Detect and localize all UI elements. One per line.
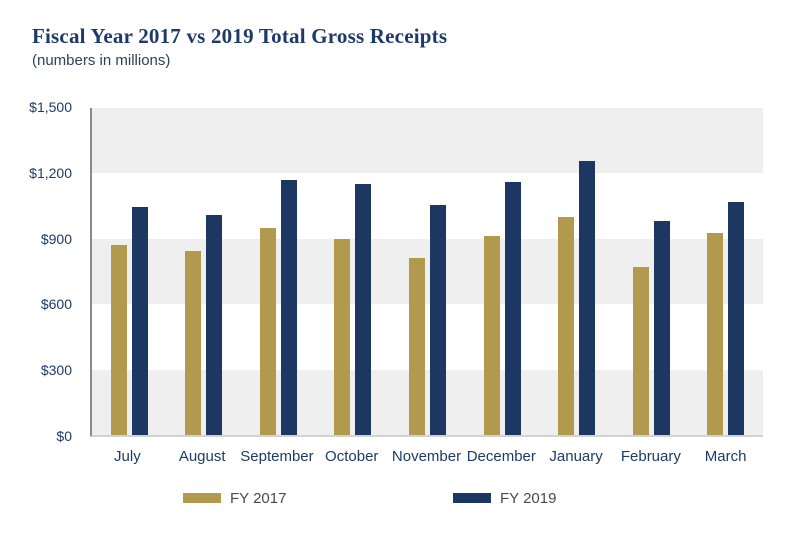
legend-item-fy2019: FY 2019 [453, 489, 556, 507]
plot-area [90, 108, 763, 437]
y-axis-tick-label: $900 [40, 230, 72, 247]
legend-label-fy2017: FY 2017 [230, 489, 287, 507]
x-axis-labels: July August September October November Decemb… [90, 448, 763, 465]
y-axis-tick-label: $0 [56, 428, 72, 444]
x-axis-tick-label-december: December [466, 448, 536, 465]
grid-band [92, 369, 763, 435]
legend-item-fy2017: FY 2017 [183, 489, 286, 507]
bar-group-february [614, 108, 689, 435]
x-axis-tick-label-february: February [620, 448, 681, 465]
bar-fy2019-october [355, 184, 372, 435]
bar-group-august [167, 108, 242, 435]
grid-band [92, 108, 763, 174]
bar-group-october [316, 108, 391, 435]
bar-fy2017-november [409, 258, 426, 435]
y-axis-tick-label: $300 [40, 362, 72, 379]
bar-group-january [539, 108, 614, 435]
bar-fy2019-december [504, 182, 521, 435]
bar-group-september [241, 108, 316, 435]
bar-fy2019-november [430, 205, 447, 435]
x-axis-tick-label-july: July [114, 448, 141, 465]
chart-title: Fiscal Year 2017 vs 2019 Total Gross Rec… [32, 24, 448, 48]
y-axis-tick-label: $1,500 [29, 99, 72, 115]
y-axis-tick-label: $1,200 [29, 164, 72, 181]
chart-subtitle: (numbers in millions) [32, 52, 171, 69]
bar-fy2017-september [259, 227, 276, 435]
bars-row [92, 108, 763, 435]
bar-fy2019-february [653, 221, 670, 435]
x-axis-tick-label-january: January [549, 448, 603, 465]
bar-fy2017-august [185, 250, 202, 435]
bar-fy2019-august [206, 214, 223, 435]
bar-fy2019-january [579, 161, 596, 435]
bar-fy2019-march [728, 201, 745, 435]
y-axis-labels: $0 $300 $600 $900 $1,200 $1,500 [0, 99, 80, 444]
bar-fy2017-october [334, 238, 351, 435]
bar-fy2017-january [558, 217, 575, 435]
x-axis-tick-label-october: October [325, 448, 379, 465]
bar-fy2017-july [110, 245, 127, 435]
bar-group-march [689, 108, 764, 435]
grid-band [92, 173, 763, 239]
legend-swatch-fy2019 [453, 493, 491, 503]
grid-band [92, 238, 763, 305]
x-axis-tick-label-march: March [704, 448, 747, 465]
bar-fy2017-february [632, 267, 649, 435]
legend-label-fy2019: FY 2019 [500, 489, 557, 507]
bar-group-december [465, 108, 540, 435]
y-axis-tick-label: $600 [40, 296, 72, 313]
bar-group-july [92, 108, 167, 435]
bar-fy2019-september [280, 179, 297, 435]
x-axis-tick-label-november: November [391, 448, 462, 465]
bar-fy2019-july [131, 207, 148, 435]
legend-swatch-fy2017 [183, 493, 221, 503]
grid-band [92, 304, 763, 370]
x-axis-tick-label-september: September [240, 448, 314, 465]
bar-group-november [390, 108, 465, 435]
bar-fy2017-march [707, 233, 724, 435]
x-axis-tick-label-august: August [178, 448, 226, 465]
bar-fy2017-december [483, 235, 500, 435]
